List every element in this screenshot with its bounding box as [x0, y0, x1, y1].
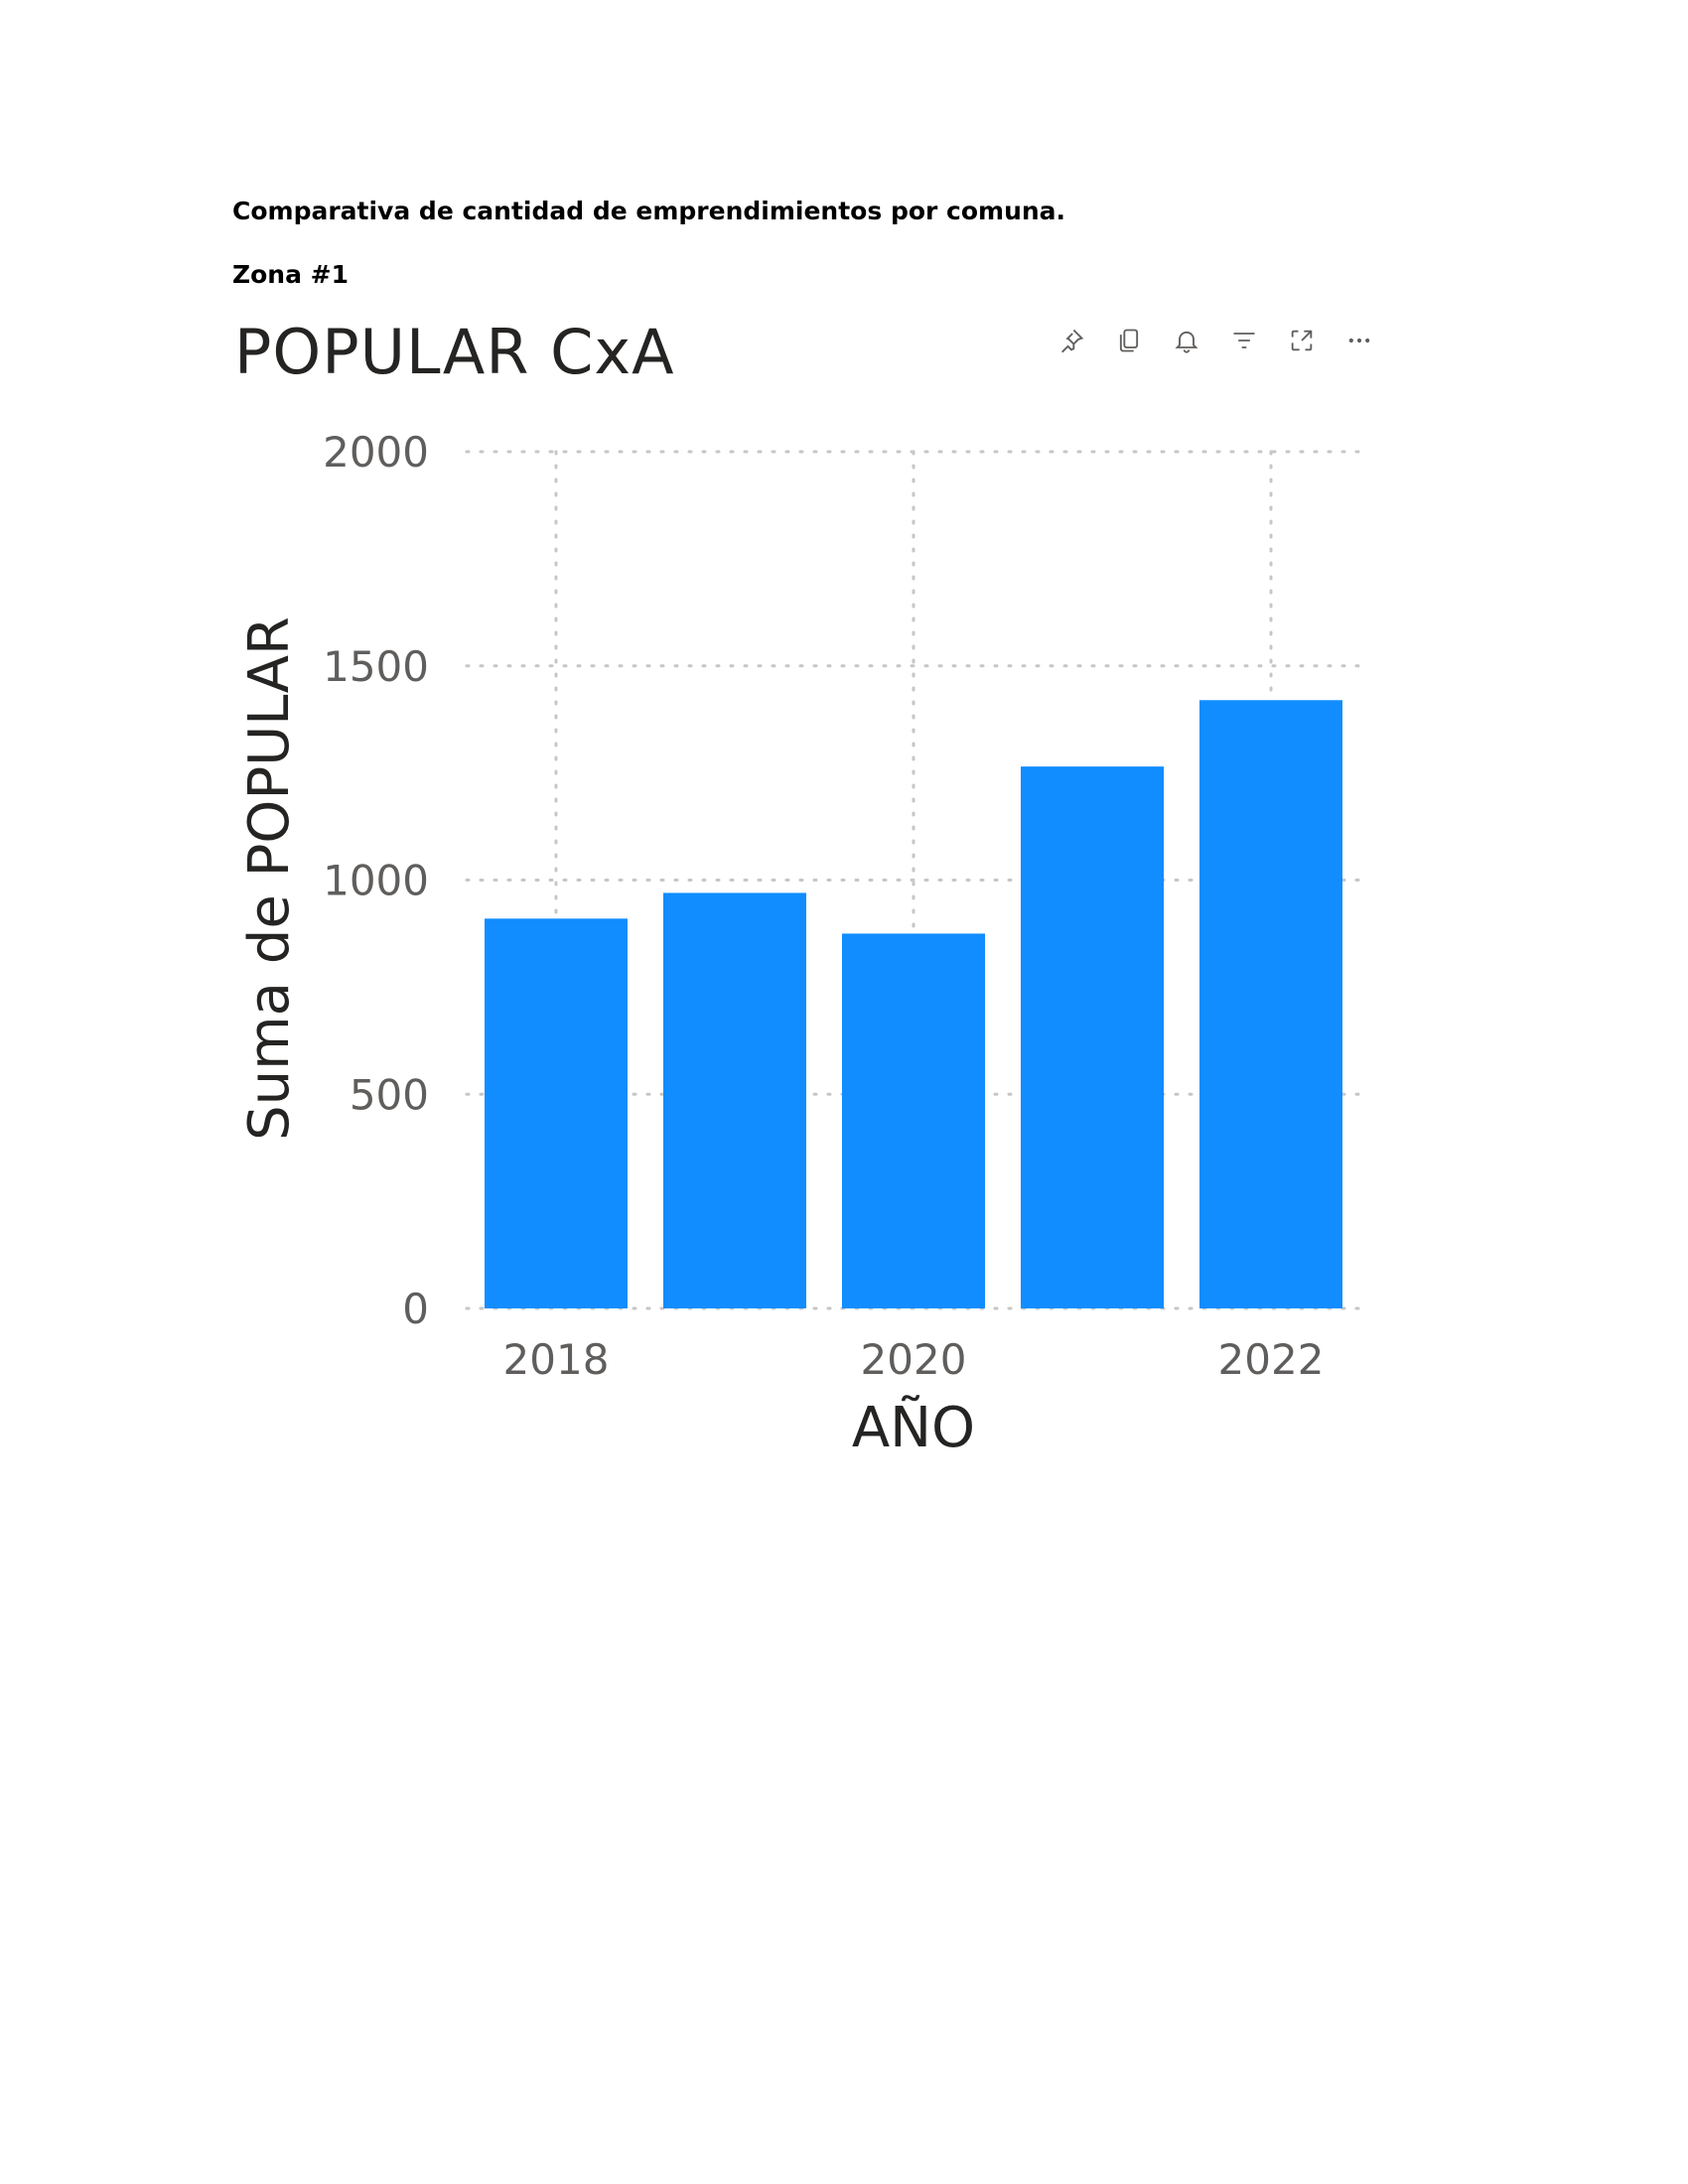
x-tick-label: 2022: [1218, 1335, 1325, 1384]
chart-title: POPULAR CxA: [234, 316, 675, 388]
x-axis-ticks: 2018 2020 2022: [503, 1335, 1325, 1384]
more-options-icon[interactable]: [1342, 324, 1376, 357]
pin-icon[interactable]: [1055, 324, 1088, 357]
y-tick-label: 2000: [323, 428, 429, 477]
focus-mode-icon[interactable]: [1285, 324, 1319, 357]
x-tick-label: 2018: [503, 1335, 610, 1384]
y-tick-label: 0: [402, 1285, 429, 1333]
zone-label: Zona #1: [232, 260, 350, 289]
y-tick-label: 500: [350, 1070, 429, 1119]
copy-icon[interactable]: [1112, 324, 1146, 357]
x-axis-title: AÑO: [852, 1396, 975, 1460]
visual-toolbar: [1055, 324, 1376, 357]
y-axis-ticks: 0 500 1000 1500 2000: [323, 428, 429, 1333]
bar-2019[interactable]: [663, 892, 806, 1308]
y-tick-label: 1000: [323, 857, 429, 905]
bar-2020[interactable]: [842, 933, 985, 1308]
y-axis-title: Suma de POPULAR: [237, 616, 302, 1141]
filter-icon[interactable]: [1227, 324, 1261, 357]
y-tick-label: 1500: [323, 642, 429, 691]
bar-2021[interactable]: [1021, 766, 1164, 1308]
document-heading: Comparativa de cantidad de emprendimient…: [232, 197, 1066, 225]
bell-icon[interactable]: [1170, 324, 1203, 357]
bar-2022[interactable]: [1199, 700, 1342, 1308]
bar-chart: 0 500 1000 1500 2000 2018 2020 2022 AÑO Suma d…: [237, 428, 1362, 1460]
bars: [485, 700, 1342, 1308]
bar-2018[interactable]: [485, 918, 628, 1308]
x-tick-label: 2020: [861, 1335, 967, 1384]
